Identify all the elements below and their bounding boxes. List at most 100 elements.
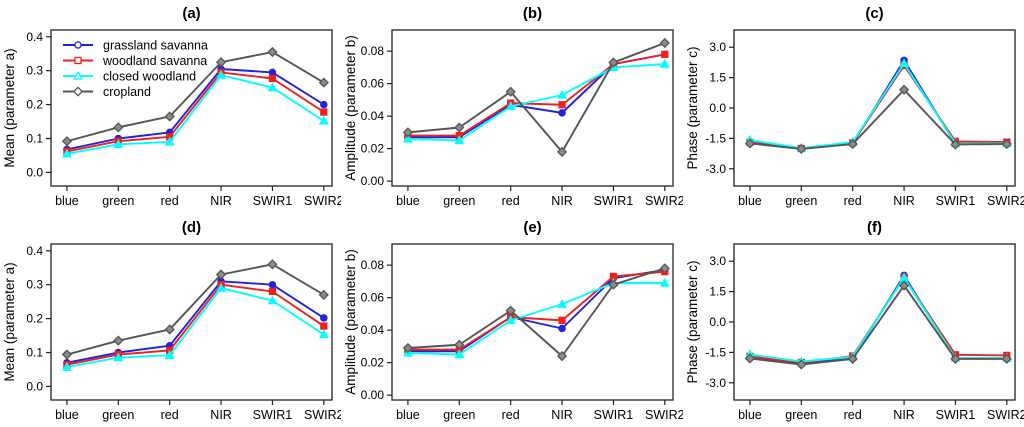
x-tick-label: SWIR2 — [987, 408, 1024, 422]
y-tick-label: -3.0 — [705, 375, 726, 389]
data-point — [216, 69, 226, 79]
y-tick-label: 0.02 — [361, 142, 385, 156]
y-tick-label: 0.08 — [361, 258, 385, 272]
data-point — [268, 74, 277, 83]
y-tick-label: 0.04 — [361, 323, 385, 337]
data-point — [558, 109, 567, 117]
x-tick-label: blue — [55, 408, 79, 422]
x-tick-label: SWIR1 — [935, 194, 975, 208]
data-point — [744, 352, 755, 364]
chart-e-svg: (e) Amplitude (parameter b)0.00 0.02 0.04 0.… — [343, 219, 682, 422]
legend-entry: woodland savanna — [63, 54, 207, 68]
y-axis-label: Mean (parameter a) — [2, 262, 17, 381]
y-tick-label: 0.4 — [26, 30, 43, 44]
series-line-closed-woodland — [66, 286, 325, 368]
data-point — [454, 348, 465, 358]
series-line-grassland-savanna — [408, 268, 666, 352]
data-point — [267, 46, 278, 58]
x-tick-label: green — [102, 194, 134, 208]
data-point — [318, 289, 329, 300]
plot-box — [391, 242, 675, 401]
data-point — [898, 84, 909, 95]
y-tick-label: 3.0 — [709, 254, 726, 268]
data-point — [660, 277, 671, 287]
data-point — [660, 58, 671, 68]
y-axis-label: Amplitude (parameter b) — [343, 35, 358, 181]
y-tick-label: 0.0 — [709, 101, 726, 115]
series-line-woodland-savanna — [749, 275, 1007, 363]
data-point — [318, 77, 329, 88]
x-tick-label: green — [785, 194, 817, 208]
chart-title: (e) — [524, 219, 542, 236]
legend-label: grassland savanna — [103, 39, 208, 53]
legend-marker-diamond — [72, 86, 84, 97]
data-point — [454, 122, 465, 133]
data-point — [949, 353, 961, 364]
x-tick-label: SWIR2 — [645, 194, 682, 208]
x-tick-label: red — [502, 408, 520, 422]
data-point — [557, 146, 568, 157]
data-point — [1001, 138, 1012, 150]
data-point — [403, 342, 414, 353]
data-point — [268, 68, 277, 77]
plot-box — [733, 29, 1016, 187]
series-line-grassland-savanna — [66, 279, 325, 364]
data-point — [61, 348, 73, 360]
y-axis-label: Phase (parameter c) — [685, 260, 700, 383]
data-point — [113, 122, 124, 133]
data-point — [898, 279, 909, 291]
data-point — [558, 324, 567, 332]
data-point — [557, 89, 568, 99]
legend-label: woodland savanna — [102, 54, 207, 68]
x-tick-label: blue — [396, 194, 420, 208]
x-tick-label: SWIR1 — [594, 408, 634, 422]
chart-a-svg: (a) Mean (parameter a) 0.0 0.1 0.2 0.3 0.4 blue… — [2, 5, 341, 208]
series-line-woodland-savanna — [408, 270, 666, 351]
y-tick-label: 0.3 — [26, 277, 43, 291]
x-tick-label: green — [444, 408, 476, 422]
x-tick-label: NIR — [552, 408, 574, 422]
data-point — [320, 321, 328, 330]
series-line-cropland — [66, 51, 325, 143]
data-point — [164, 136, 175, 146]
x-tick-label: green — [444, 194, 476, 208]
y-axis-label: Phase (parameter c) — [685, 46, 700, 169]
data-point — [320, 100, 328, 109]
chart-title: (a) — [182, 5, 200, 22]
x-tick-label: blue — [738, 408, 762, 422]
data-point — [454, 339, 465, 350]
series-line-cropland — [408, 266, 666, 357]
series-line-woodland-savanna — [749, 64, 1007, 150]
x-tick-label: SWIR1 — [253, 408, 293, 422]
data-point — [744, 138, 755, 149]
y-tick-label: 3.0 — [709, 40, 726, 54]
data-point — [267, 82, 278, 92]
panel-f: (f) Phase (parameter c) -3.0 -1.5 0.0 1.5 3.0 b… — [683, 214, 1024, 427]
y-tick-label: 0.1 — [26, 132, 43, 146]
x-tick-label: red — [843, 194, 861, 208]
chart-title: (b) — [523, 5, 542, 22]
legend-marker-square — [74, 56, 82, 65]
series-line-grassland-savanna — [749, 273, 1007, 364]
data-point — [506, 314, 516, 324]
chart-b-svg: (b) Amplitude (parameter b)0.00 0.02 0.04 0.… — [343, 5, 682, 208]
x-tick-label: red — [161, 194, 179, 208]
y-axis-label: Mean (parameter a) — [2, 48, 17, 167]
data-point — [1001, 353, 1012, 364]
chart-title: (c) — [865, 5, 883, 22]
panel-a: (a) Mean (parameter a) 0.0 0.1 0.2 0.3 0.4 blue… — [0, 0, 341, 214]
y-tick-label: 0.0 — [709, 315, 726, 329]
data-point — [113, 335, 124, 346]
data-point — [558, 316, 567, 324]
y-tick-label: 0.1 — [26, 345, 43, 359]
y-tick-label: 0.00 — [361, 174, 385, 188]
x-tick-label: SWIR1 — [935, 408, 975, 422]
x-tick-label: blue — [55, 194, 79, 208]
data-point — [320, 313, 328, 322]
series-line-cropland — [749, 284, 1007, 365]
y-tick-label: -1.5 — [705, 131, 726, 145]
data-point — [454, 135, 465, 145]
data-point — [216, 282, 226, 292]
data-point — [164, 323, 175, 335]
